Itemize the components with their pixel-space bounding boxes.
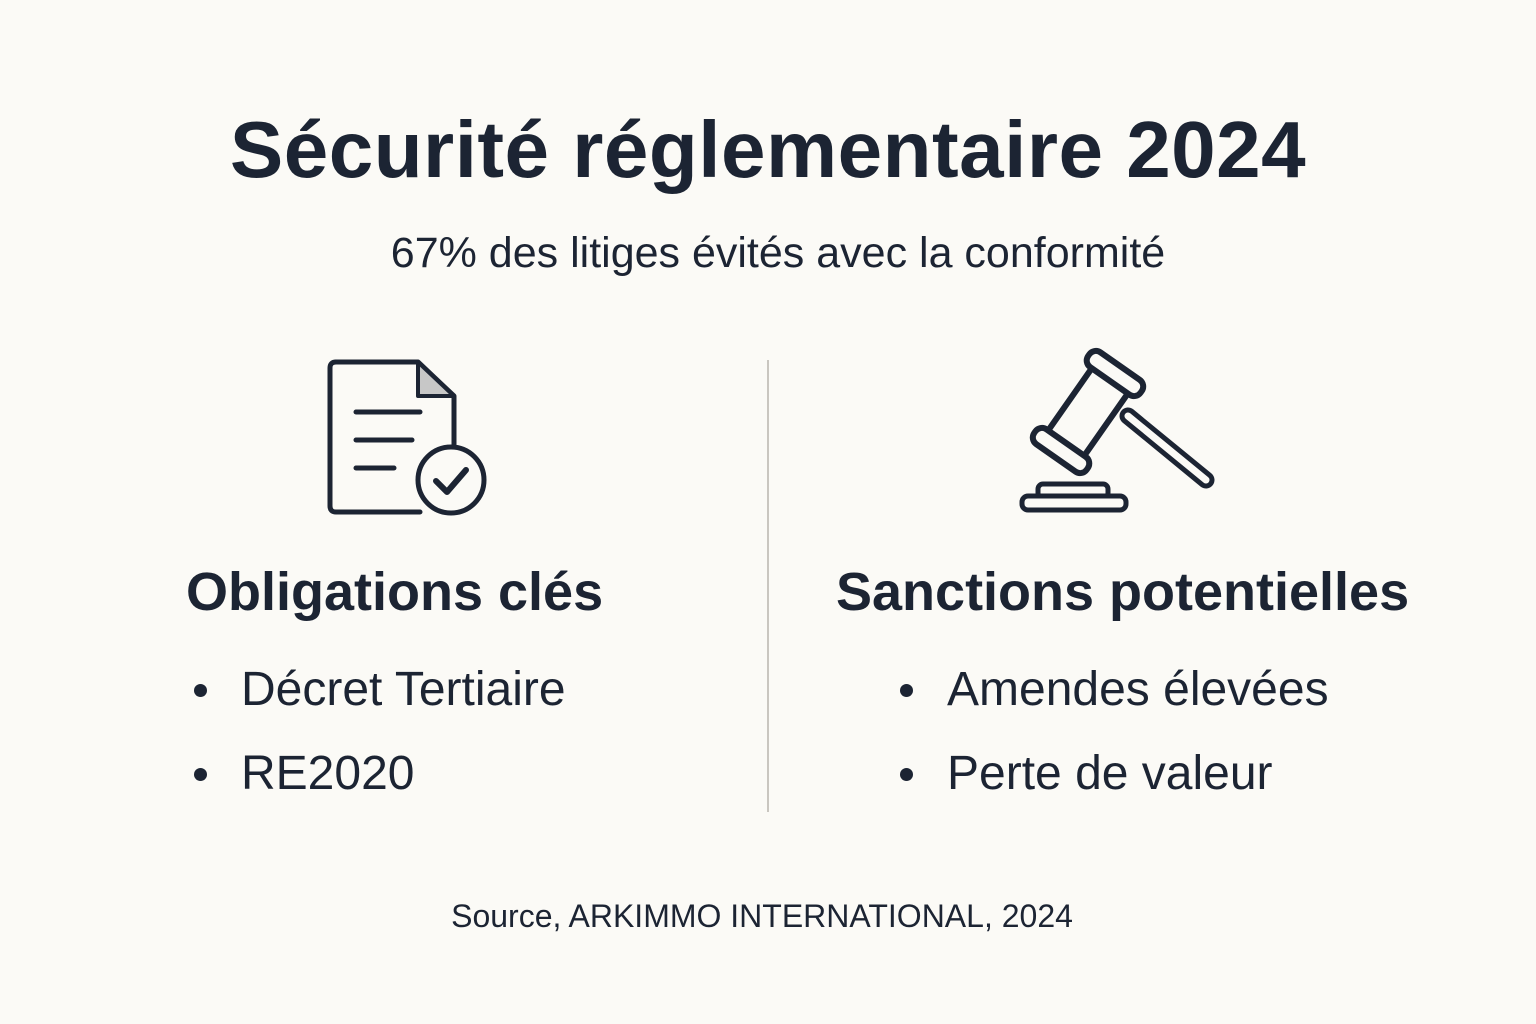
list-item-label: Décret Tertiaire — [241, 663, 566, 716]
bullet-icon — [194, 768, 207, 781]
bullet-icon — [194, 684, 207, 697]
right-column-heading: Sanctions potentielles — [836, 562, 1410, 622]
column-divider — [767, 360, 769, 812]
list-item-label: Amendes élevées — [947, 663, 1329, 716]
document-check-icon — [326, 358, 490, 518]
bullet-icon — [900, 768, 913, 781]
left-column-heading: Obligations clés — [186, 562, 604, 622]
page-title: Sécurité réglementaire 2024 — [229, 105, 1307, 194]
bullet-icon — [900, 684, 913, 697]
source-caption: Source, ARKIMMO INTERNATIONAL, 2024 — [451, 898, 1073, 934]
list-item-label: RE2020 — [241, 747, 415, 800]
gavel-icon — [1016, 347, 1220, 518]
list-item-label: Perte de valeur — [947, 747, 1273, 800]
page-subtitle: 67% des litiges évités avec la conformit… — [390, 229, 1166, 277]
